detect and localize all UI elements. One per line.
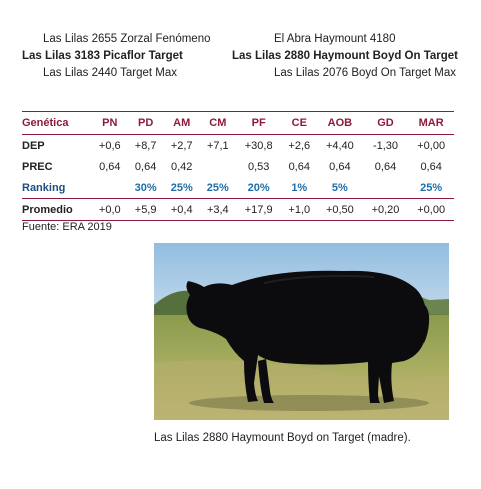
table-cell: +0,20 [362, 198, 409, 221]
header-cell: PD [127, 111, 164, 135]
header-cell: CE [281, 111, 318, 135]
row-label: Ranking [22, 181, 66, 194]
table-cell: 25% [206, 181, 229, 194]
sire-of-dam: El Abra Haymount 4180 [274, 33, 396, 45]
table-cell: 0,53 [247, 160, 270, 173]
table-cell: +2,7 [170, 139, 193, 152]
table-row: Ranking 30% 25% 25% 20% 1% 5% 25% [22, 177, 454, 199]
table-cell: 0,64 [134, 160, 157, 173]
row-label: DEP [22, 139, 45, 152]
pedigree-row: Las Lilas 2655 Zorzal Fenómeno El Abra H… [22, 31, 462, 48]
table-cell: 0,64 [374, 160, 397, 173]
table-header-row: Genética PN PD AM CM PF CE AOB GD MAR [22, 111, 454, 135]
header-cell: MAR [408, 111, 454, 135]
table-cell: 30% [134, 181, 157, 194]
table-cell [200, 156, 236, 177]
table-cell: 5% [331, 181, 348, 194]
table-cell: +30,8 [244, 139, 273, 152]
table-cell: 25% [170, 181, 193, 194]
table-cell: +0,00 [408, 198, 454, 221]
table-row: PREC 0,64 0,64 0,42 0,53 0,64 0,64 0,64 … [22, 156, 454, 177]
table-row: Promedio +0,0 +5,9 +0,4 +3,4 +17,9 +1,0 … [22, 198, 454, 221]
pedigree-row: Las Lilas 3183 Picaflor Target Las Lilas… [22, 48, 462, 65]
table-cell: 20% [247, 181, 270, 194]
table-cell: +1,0 [281, 198, 318, 221]
table-cell: +0,50 [317, 198, 363, 221]
dam-of-sire: Las Lilas 2440 Target Max [43, 67, 178, 79]
table-cell [92, 177, 128, 199]
table-row: DEP +0,6 +8,7 +2,7 +7,1 +30,8 +2,6 +4,40… [22, 135, 454, 157]
table-cell: 1% [291, 181, 308, 194]
header-cell: Genética [22, 111, 92, 135]
header-cell: PF [235, 111, 282, 135]
cow-photo [154, 243, 449, 420]
table-cell: +3,4 [199, 198, 236, 221]
sire: Las Lilas 3183 Picaflor Target [22, 50, 183, 62]
sire-of-sire: Las Lilas 2655 Zorzal Fenómeno [43, 33, 211, 45]
header-cell: AOB [317, 111, 363, 135]
table-cell: +8,7 [134, 139, 157, 152]
table-cell: +0,00 [417, 139, 446, 152]
table-cell: 0,64 [420, 160, 442, 173]
table-cell [363, 177, 409, 199]
table-cell: -1,30 [372, 139, 399, 152]
table-cell: +4,40 [325, 139, 354, 152]
header-cell: CM [199, 111, 236, 135]
table-cell: +7,1 [206, 139, 229, 152]
source-note: Fuente: ERA 2019 [22, 221, 112, 233]
table-cell: +17,9 [235, 198, 282, 221]
dam-of-dam: Las Lilas 2076 Boyd On Target Max [274, 67, 456, 79]
header-cell: PN [92, 111, 128, 135]
table-cell: +0,6 [98, 139, 121, 152]
row-label: PREC [22, 160, 53, 173]
genetics-table: Genética PN PD AM CM PF CE AOB GD MAR DE… [22, 111, 454, 221]
table-cell: +5,9 [127, 198, 164, 221]
dam: Las Lilas 2880 Haymount Boyd On Target [232, 50, 459, 62]
table-cell: +0,0 [92, 198, 128, 221]
header-cell: GD [362, 111, 409, 135]
table-cell: 0,64 [329, 160, 351, 173]
table-cell: 0,64 [99, 160, 121, 173]
table-cell: 25% [420, 181, 443, 194]
row-label: Promedio [22, 198, 92, 221]
table-cell: 0,64 [288, 160, 310, 173]
table-cell: +0,4 [163, 198, 200, 221]
table-cell: 0,42 [171, 160, 193, 173]
header-cell: AM [163, 111, 200, 135]
photo-caption: Las Lilas 2880 Haymount Boyd on Target (… [154, 432, 411, 444]
pedigree-block: Las Lilas 2655 Zorzal Fenómeno El Abra H… [22, 31, 462, 82]
pedigree-row: Las Lilas 2440 Target Max Las Lilas 2076… [22, 65, 462, 82]
table-cell: +2,6 [288, 139, 311, 152]
